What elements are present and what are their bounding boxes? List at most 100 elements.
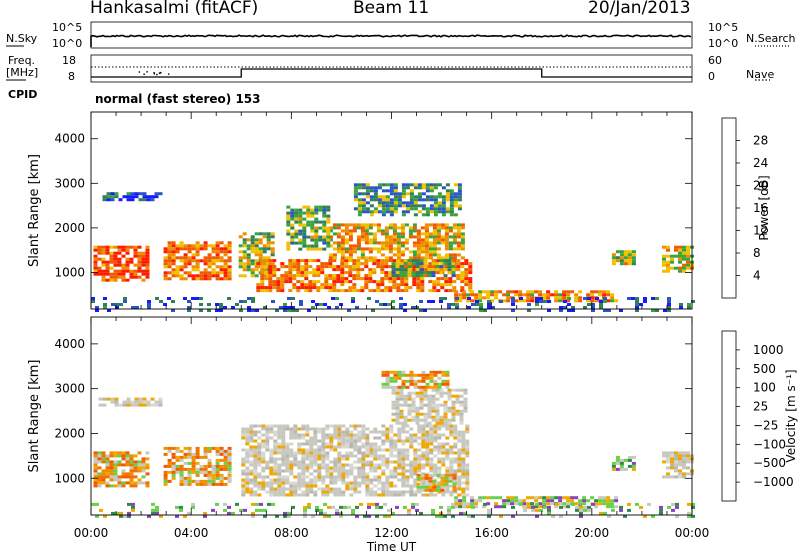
power-echo-cell bbox=[392, 241, 397, 245]
power-echo-cell bbox=[599, 300, 603, 303]
velocity-echo-cell bbox=[187, 482, 192, 486]
power-echo-cell bbox=[388, 223, 393, 227]
velocity-echo-cell bbox=[461, 457, 466, 461]
velocity-echo-cell bbox=[443, 406, 448, 410]
velocity-echo-cell bbox=[323, 502, 327, 506]
power-echo-cell bbox=[400, 241, 405, 245]
velocity-echo-cell bbox=[129, 466, 134, 470]
velocity-echo-cell bbox=[253, 478, 258, 482]
velocity-echo-cell bbox=[325, 463, 330, 467]
velocity-echo-cell bbox=[317, 478, 322, 482]
power-echo-cell bbox=[409, 198, 414, 202]
power-echo-cell bbox=[456, 232, 461, 236]
velocity-echo-cell bbox=[207, 458, 212, 462]
power-echo-cell bbox=[599, 306, 603, 309]
power-echo-cell bbox=[432, 289, 437, 293]
velocity-echo-cell bbox=[397, 373, 402, 377]
power-echo-cell bbox=[478, 290, 483, 294]
power-echo-cell bbox=[314, 208, 319, 212]
power-echo-cell bbox=[639, 303, 643, 306]
velocity-echo-cell bbox=[635, 502, 639, 506]
velocity-echo-cell bbox=[441, 448, 446, 452]
velocity-echo-cell bbox=[187, 455, 192, 459]
power-echo-cell bbox=[251, 300, 255, 303]
power-echo-cell bbox=[298, 214, 303, 218]
power-echo-cell bbox=[462, 290, 467, 294]
velocity-echo-cell bbox=[253, 472, 258, 476]
velocity-echo-cell bbox=[341, 463, 346, 467]
velocity-echo-cell bbox=[137, 481, 142, 485]
power-echo-cell bbox=[280, 265, 285, 269]
power-echo-cell bbox=[590, 296, 595, 300]
velocity-echo-cell bbox=[309, 484, 314, 488]
velocity-echo-cell bbox=[461, 493, 466, 497]
power-echo-cell bbox=[392, 235, 397, 239]
velocity-echo-cell bbox=[447, 421, 452, 425]
velocity-echo-cell bbox=[163, 482, 168, 486]
power-echo-cell bbox=[419, 309, 423, 312]
power-echo-cell bbox=[296, 268, 301, 272]
velocity-echo-cell bbox=[453, 457, 458, 461]
power-echo-cell bbox=[352, 226, 357, 230]
velocity-echo-cell bbox=[566, 499, 571, 503]
power-echo-cell bbox=[296, 265, 301, 269]
velocity-echo-cell bbox=[385, 385, 390, 389]
power-echo-cell bbox=[546, 296, 551, 300]
power-echo-cell bbox=[243, 300, 247, 303]
power-echo-cell bbox=[93, 272, 98, 276]
velocity-echo-cell bbox=[113, 460, 118, 464]
power-echo-cell bbox=[423, 262, 428, 266]
velocity-echo-cell bbox=[253, 475, 258, 479]
power-echo-cell bbox=[452, 247, 457, 251]
velocity-echo-cell bbox=[345, 427, 350, 431]
power-echo-cell bbox=[109, 266, 114, 270]
velocity-echo-cell bbox=[317, 454, 322, 458]
power-echo-cell bbox=[314, 235, 319, 239]
velocity-echo-cell bbox=[235, 502, 239, 506]
velocity-echo-cell bbox=[269, 457, 274, 461]
power-echo-cell bbox=[421, 213, 426, 217]
power-echo-cell bbox=[678, 254, 682, 258]
velocity-echo-cell bbox=[305, 481, 310, 485]
power-echo-cell bbox=[385, 207, 390, 211]
velocity-echo-cell bbox=[381, 460, 386, 464]
power-echo-cell bbox=[686, 251, 690, 255]
velocity-echo-cell bbox=[125, 460, 130, 464]
velocity-echo-cell bbox=[317, 427, 322, 431]
velocity-echo-cell bbox=[607, 502, 611, 506]
velocity-echo-cell bbox=[329, 460, 334, 464]
velocity-echo-cell bbox=[447, 406, 452, 410]
velocity-echo-cell bbox=[341, 481, 346, 485]
xtick-label: 04:00 bbox=[174, 526, 209, 540]
power-echo-cell bbox=[452, 223, 457, 227]
velocity-echo-cell bbox=[440, 488, 445, 492]
velocity-echo-cell bbox=[289, 463, 294, 467]
power-echo-cell bbox=[445, 210, 450, 214]
velocity-echo-cell bbox=[389, 427, 394, 431]
velocity-echo-cell bbox=[498, 505, 503, 509]
power-echo-cell bbox=[322, 235, 327, 239]
power-echo-cell bbox=[250, 235, 255, 239]
velocity-echo-cell bbox=[451, 412, 456, 416]
velocity-echo-cell bbox=[110, 397, 115, 401]
power-echo-cell bbox=[308, 280, 313, 284]
power-echo-cell bbox=[558, 299, 563, 303]
velocity-echo-cell bbox=[109, 484, 114, 488]
velocity-echo-cell bbox=[381, 493, 386, 497]
velocity-echo-cell bbox=[465, 469, 470, 473]
power-echo-cell bbox=[433, 210, 438, 214]
velocity-echo-cell bbox=[137, 460, 142, 464]
velocity-echo-cell bbox=[542, 502, 547, 506]
velocity-echo-cell bbox=[245, 490, 250, 494]
power-echo-cell bbox=[436, 241, 441, 245]
power-echo-cell bbox=[432, 253, 437, 257]
velocity-echo-cell bbox=[399, 421, 404, 425]
velocity-echo-cell bbox=[627, 508, 631, 512]
velocity-echo-cell bbox=[385, 430, 390, 434]
velocity-echo-cell bbox=[129, 472, 134, 476]
power-echo-cell bbox=[101, 260, 106, 264]
velocity-echo-cell bbox=[183, 455, 188, 459]
power-echo-cell bbox=[562, 290, 567, 294]
power-echo-cell bbox=[538, 293, 543, 297]
power-echo-cell bbox=[219, 268, 224, 272]
